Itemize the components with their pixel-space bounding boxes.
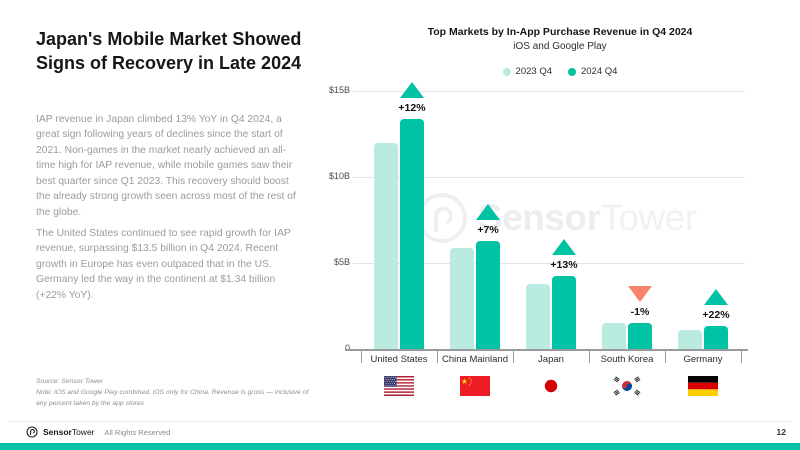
yoy-change-label-germany: +22% [702,308,730,321]
yoy-change-label-china-mainland: +7% [477,223,499,236]
note-line: Note: iOS and Google Play combined. iOS … [36,388,309,407]
bottom-accent-bar [0,443,800,450]
footer-brand: SensorTower All Rights Reserved [26,426,170,438]
flag-us-icon [384,376,414,396]
x-axis-tick [741,350,742,363]
flag-de-icon [688,376,718,396]
source-note: Source: Sensor Tower Note: iOS and Googl… [36,377,314,410]
bar-2023-q4-south-korea [602,323,626,349]
bar-2024-q4-japan [552,275,576,349]
chart-legend: 2023 Q4 2024 Q4 [360,66,760,77]
sensor-tower-footer-logo-icon [26,426,38,438]
page-number: 12 [776,427,786,437]
y-axis-label: $10B [328,171,350,181]
y-axis-label: $15B [328,85,350,95]
body-paragraph-1: IAP revenue in Japan climbed 13% YoY in … [36,114,296,218]
flag-cn-icon [460,376,490,396]
legend-item-2024-q4: 2024 Q4 [568,66,617,77]
legend-dot-icon [568,67,576,76]
y-axis-label: 0 [344,343,350,353]
yoy-change-label-south-korea: -1% [630,306,650,319]
flag-kr-icon [612,376,642,396]
footer-brand-text: SensorTower [43,427,95,437]
page-title: Japan's Mobile Market Showed Signs of Re… [36,29,302,73]
gridline-10b [353,177,745,178]
bar-2024-q4-united-states [400,118,424,349]
x-axis-tick [665,350,666,363]
category-label-germany: Germany [683,354,723,365]
category-label-japan: Japan [538,354,564,365]
y-axis-label: $5B [333,257,350,267]
category-label-united-states: United States [370,354,428,365]
gridline-5b [353,263,745,264]
category-label-south-korea: South Korea [600,354,654,365]
footer-divider [8,421,792,422]
x-axis-tick [361,350,362,363]
body-paragraph-2: The United States continued to see rapid… [36,228,291,301]
growth-up-triangle-icon-japan [552,238,576,255]
yoy-change-label-japan: +13% [550,258,578,271]
bar-2023-q4-united-states [374,142,398,349]
growth-up-triangle-icon-united-states [400,81,424,98]
growth-up-triangle-icon-germany [704,288,728,305]
legend-label: 2024 Q4 [581,66,618,77]
chart-title: Top Markets by In-App Purchase Revenue i… [427,26,693,38]
x-axis-tick [589,350,590,363]
legend-label: 2023 Q4 [515,66,552,77]
bar-2023-q4-japan [526,283,550,349]
bar-2024-q4-china-mainland [476,240,500,349]
bar-2023-q4-germany [678,330,702,349]
category-label-china-mainland: China Mainland [441,354,508,365]
chart-header: Top Markets by In-App Purchase Revenue i… [360,26,760,52]
source-line: Source: Sensor Tower [36,378,103,385]
bar-2024-q4-germany [704,325,728,349]
yoy-change-label-united-states: +12% [398,101,426,114]
flag-jp-icon [536,376,566,396]
bar-2023-q4-china-mainland [450,247,474,349]
legend-dot-icon [502,67,511,76]
x-axis-tick [437,350,438,363]
decline-down-triangle-icon-south-korea [628,286,652,303]
chart-subtitle: iOS and Google Play [513,41,607,52]
sensor-tower-watermark: SensorTower [416,192,697,244]
legend-item-2023-q4: 2023 Q4 [502,66,552,77]
bar-2024-q4-south-korea [628,323,652,349]
footer-rights-text: All Rights Reserved [104,427,171,437]
gridline-15b [353,91,745,92]
growth-up-triangle-icon-china-mainland [476,203,500,220]
x-axis-line [345,349,748,351]
x-axis-tick [513,350,514,363]
